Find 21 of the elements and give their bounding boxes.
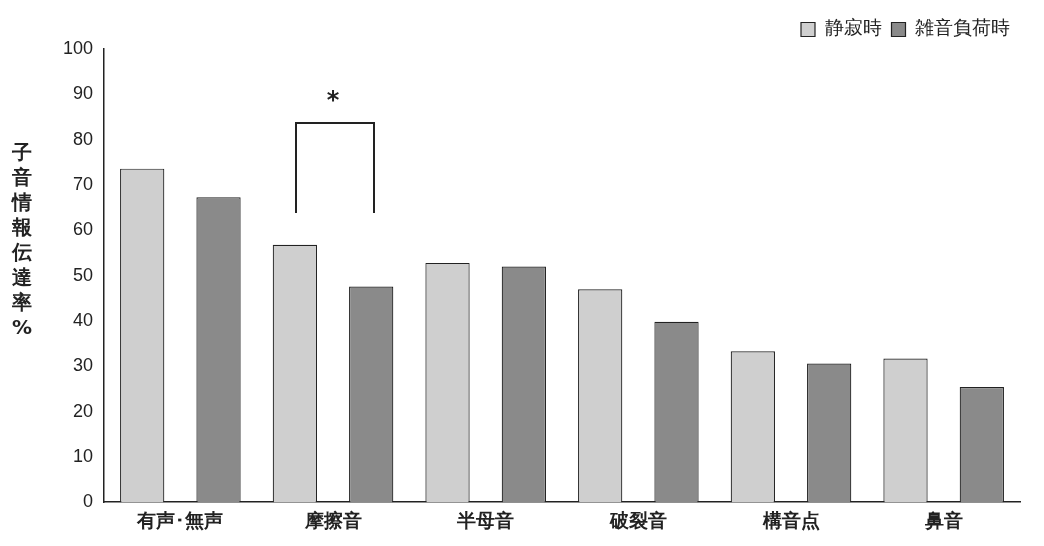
- y-tick-label: 100: [62, 37, 94, 58]
- y-tick-label: 20: [73, 400, 94, 421]
- y-tick-label: 50: [73, 264, 94, 285]
- x-tick-label: 摩擦音: [303, 509, 362, 531]
- y-tick-label: 80: [73, 128, 94, 149]
- x-tick-label: 半母音: [456, 509, 515, 531]
- x-tick-label: 鼻音: [923, 509, 963, 531]
- annotation: *: [326, 85, 340, 114]
- x-tick-label: 破裂音: [608, 509, 667, 531]
- y-tick-label: 70: [73, 173, 94, 194]
- legend-label: 雑音負荷時: [915, 16, 1010, 39]
- y-tick-label: 40: [73, 309, 94, 330]
- x-tick-label: 構音点: [761, 509, 820, 531]
- y-axis-title: 子音情報伝達率%: [10, 140, 33, 340]
- y-tick-label: 10: [73, 445, 94, 466]
- y-tick-label: 60: [73, 219, 94, 240]
- y-tick-label: 0: [83, 491, 94, 512]
- y-tick-label: 30: [73, 355, 94, 376]
- legend-label: 静寂時: [824, 16, 882, 39]
- y-tick-label: 90: [73, 83, 94, 104]
- x-tick-label: 有声･無声: [136, 509, 224, 531]
